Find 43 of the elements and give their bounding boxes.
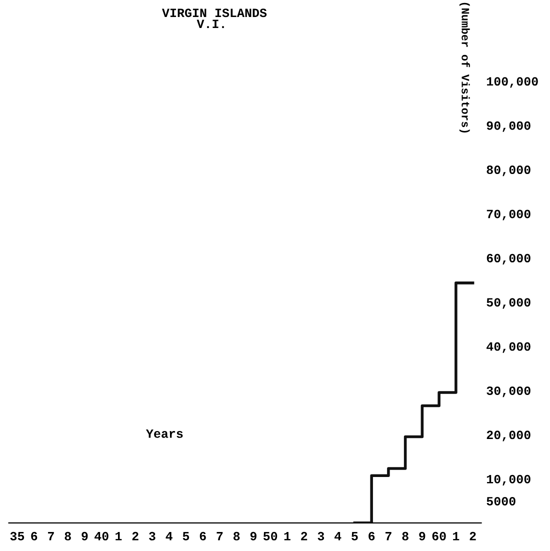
y-tick-label: 20,000	[486, 430, 530, 442]
x-tick-label: 35	[10, 532, 24, 540]
y-tick-label: 5000	[486, 496, 516, 506]
x-tick-label: 3	[149, 532, 156, 540]
y-tick-label: 40,000	[486, 342, 530, 353]
x-tick-label: 6	[200, 532, 206, 540]
x-tick-label: 7	[216, 532, 223, 540]
x-tick-label: 3	[318, 532, 324, 540]
x-tick-label: 40	[94, 532, 108, 540]
y-tick-label: 60,000	[486, 254, 530, 264]
x-tick-label: 9	[419, 532, 426, 540]
y-tick-label: 70,000	[486, 210, 530, 220]
x-tick-label: 2	[132, 532, 138, 540]
x-tick-label: 8	[64, 532, 71, 540]
x-tick-label: 8	[402, 532, 408, 540]
x-tick-label: 6	[368, 532, 375, 540]
y-axis-title: (Number of Visitors)	[459, 2, 470, 133]
y-tick-label: 90,000	[486, 121, 530, 132]
x-tick-label: 4	[166, 532, 172, 540]
y-tick-label: 100,000	[486, 77, 538, 88]
x-tick-label: 2	[470, 532, 476, 540]
x-tick-label: 4	[334, 532, 342, 540]
x-tick-label: 1	[116, 532, 122, 540]
x-tick-label: 5	[352, 532, 358, 540]
x-tick-label: 9	[82, 532, 88, 540]
x-tick-label: 50	[263, 532, 278, 540]
x-tick-label: 2	[301, 532, 308, 540]
chart-title: VIRGIN ISLANDS	[162, 8, 267, 18]
x-tick-label: 5	[182, 532, 190, 540]
x-tick-label: 60	[432, 532, 446, 540]
y-tick-label: 80,000	[486, 166, 530, 176]
x-tick-label: 6	[31, 532, 38, 540]
y-tick-label: 50,000	[486, 298, 530, 309]
x-tick-label: 1	[453, 532, 460, 540]
x-axis-title: Years	[146, 430, 183, 438]
x-tick-label: 7	[385, 532, 392, 540]
y-tick-label: 30,000	[486, 386, 530, 398]
x-tick-label: 8	[234, 532, 240, 540]
chart-subtitle: V.I.	[196, 20, 224, 28]
x-tick-label: 1	[284, 532, 290, 540]
x-tick-label: 9	[250, 532, 256, 540]
x-tick-label: 7	[48, 532, 54, 540]
y-tick-label: 10,000	[486, 474, 530, 486]
